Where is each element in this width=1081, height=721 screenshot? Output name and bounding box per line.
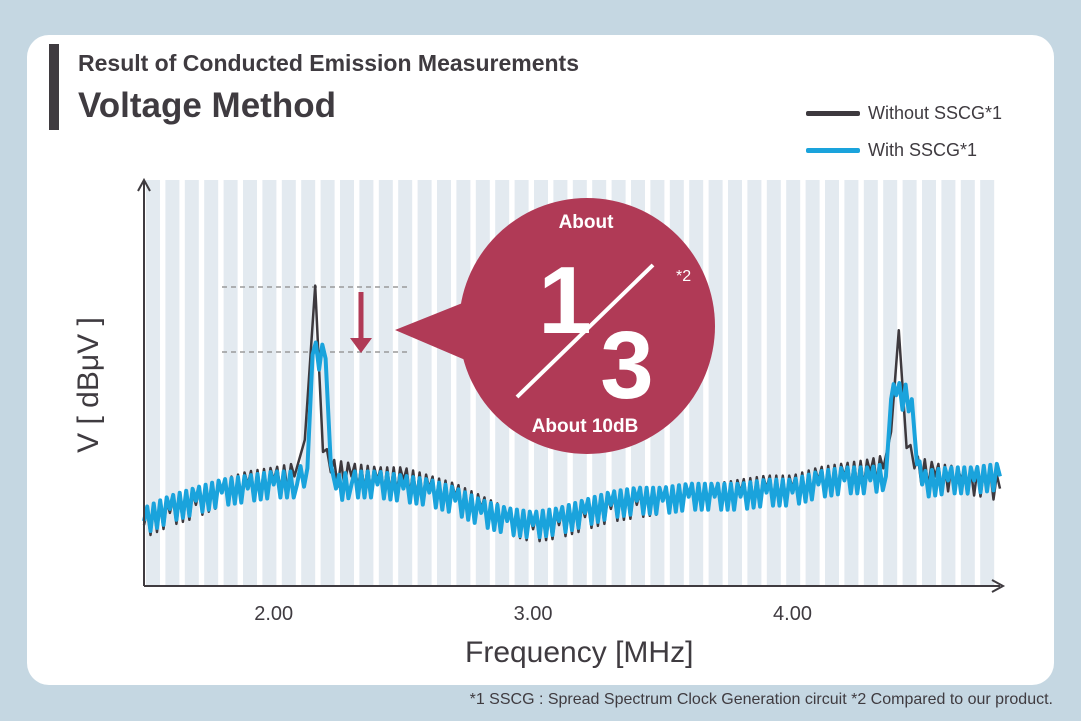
grid-band	[417, 180, 432, 586]
chart-subtitle: Result of Conducted Emission Measurement…	[78, 50, 579, 76]
grid-band	[980, 180, 995, 586]
x-tick-labels: 2.00 3.00 4.00	[254, 603, 812, 625]
grid-band	[223, 180, 238, 586]
grid-band	[941, 180, 956, 586]
grid-band	[883, 180, 898, 586]
legend-label-without: Without SSCG*1	[868, 103, 1003, 123]
grid-band	[437, 180, 451, 586]
grid-band	[398, 180, 413, 586]
grid-band	[243, 180, 257, 586]
grid-band	[184, 180, 199, 586]
grid-band	[747, 180, 762, 586]
series-line-with-sscg	[142, 340, 1002, 540]
reduction-callout: About 1 3 *2 About 10dB	[395, 198, 715, 454]
callout-bottom-label: About 10dB	[532, 416, 639, 437]
x-axis-label: Frequency [MHz]	[465, 636, 693, 669]
x-tick-label: 2.00	[254, 603, 293, 625]
grid-band	[844, 180, 859, 586]
callout-footnote-mark: *2	[676, 268, 691, 285]
grid-band	[922, 180, 936, 586]
grid-band	[359, 180, 374, 586]
legend-swatch-without	[806, 111, 860, 116]
grid-band	[766, 180, 781, 586]
grid-band	[902, 180, 917, 586]
grid-band	[165, 180, 180, 586]
grid-band	[281, 180, 296, 586]
chart-title: Voltage Method	[78, 86, 336, 125]
grid-band	[340, 180, 354, 586]
x-tick-label: 3.00	[514, 603, 553, 625]
grid-band	[262, 180, 277, 586]
footnote: *1 SSCG : Spread Spectrum Clock Generati…	[469, 691, 1053, 708]
grid-band	[456, 180, 471, 586]
fraction-numerator: 1	[538, 247, 591, 354]
legend-item-with: With SSCG*1	[806, 140, 977, 161]
callout-pointer	[395, 300, 470, 362]
grid-band	[728, 180, 742, 586]
grid-band	[786, 180, 801, 586]
callout-top-label: About	[559, 212, 615, 233]
legend-item-without: Without SSCG*1	[806, 103, 1002, 124]
grid-band	[146, 180, 160, 586]
y-axis-label: V [ dBμV ]	[72, 317, 105, 453]
series-layer	[142, 284, 1002, 543]
grid-band	[378, 180, 393, 586]
grid-band	[204, 180, 219, 586]
y-axis-arrow-icon	[137, 177, 151, 192]
grid-band	[863, 180, 878, 586]
grid-band	[805, 180, 820, 586]
x-tick-label: 4.00	[773, 603, 812, 625]
title-accent-bar	[49, 44, 59, 130]
fraction-slash	[515, 263, 655, 399]
fraction-denominator: 3	[600, 312, 653, 419]
grid-band	[960, 180, 975, 586]
grid-band	[708, 180, 723, 586]
reduction-arrow-icon	[350, 292, 372, 353]
x-axis-arrow-icon	[991, 579, 1006, 593]
legend-label-with: With SSCG*1	[868, 140, 978, 160]
grid-band	[825, 180, 839, 586]
legend-swatch-with	[806, 148, 860, 153]
